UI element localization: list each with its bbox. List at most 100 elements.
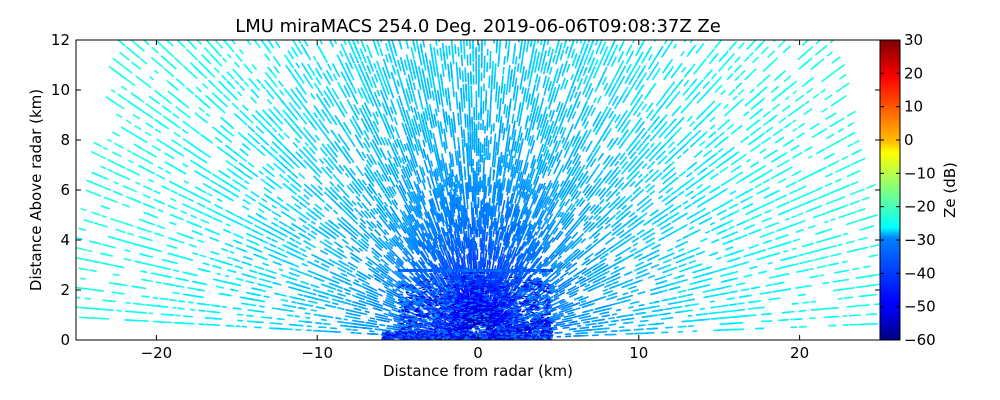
radar-return	[856, 188, 865, 193]
radar-return	[719, 222, 727, 228]
radar-return	[835, 87, 843, 93]
radar-return	[702, 289, 713, 293]
radar-return	[687, 176, 695, 183]
radar-return	[628, 306, 634, 309]
radar-return	[570, 322, 581, 326]
radar-return	[749, 52, 754, 57]
radar-return	[728, 52, 736, 61]
radar-return	[513, 104, 516, 111]
radar-return	[718, 228, 728, 235]
radar-return	[755, 119, 760, 124]
radar-return	[660, 130, 666, 137]
radar-return	[647, 186, 654, 192]
radar-return	[612, 188, 619, 195]
radar-return	[495, 114, 498, 123]
radar-return	[628, 224, 638, 232]
radar-return	[743, 253, 754, 258]
radar-return	[531, 289, 536, 294]
radar-return	[720, 89, 726, 96]
radar-return	[600, 304, 611, 309]
radar-return	[641, 163, 648, 170]
radar-return	[657, 194, 664, 200]
radar-return	[573, 249, 582, 257]
radar-return	[686, 115, 693, 122]
radar-return	[668, 226, 674, 231]
radar-return	[827, 228, 833, 232]
radar-return	[671, 176, 679, 184]
radar-return	[454, 175, 457, 183]
radar-return	[786, 288, 792, 291]
radar-return	[687, 172, 693, 177]
radar-return	[458, 145, 461, 152]
radar-return	[615, 308, 622, 312]
radar-return	[807, 155, 813, 159]
radar-return	[557, 262, 564, 268]
radar-return	[778, 128, 784, 133]
radar-return	[757, 165, 767, 172]
radar-return	[732, 150, 740, 157]
radar-return	[466, 114, 469, 125]
radar-return	[665, 326, 673, 329]
radar-return	[775, 197, 781, 202]
radar-return	[831, 244, 838, 248]
radar-return	[530, 40, 533, 44]
radar-return	[738, 315, 745, 318]
radar-return	[639, 219, 645, 224]
radar-return	[733, 277, 739, 280]
radar-return	[452, 111, 455, 121]
radar-return	[655, 285, 666, 290]
radar-return	[797, 104, 805, 110]
radar-return	[532, 277, 540, 285]
radar-return	[571, 267, 578, 273]
radar-return	[663, 130, 673, 140]
radar-return	[455, 61, 458, 71]
radar-return	[781, 272, 790, 277]
radar-return	[488, 235, 491, 243]
radar-return	[787, 207, 795, 212]
radar-return	[544, 270, 552, 278]
radar-return	[639, 188, 645, 194]
radar-return	[479, 252, 482, 267]
radar-return	[767, 50, 776, 58]
radar-return	[456, 180, 460, 189]
radar-return	[849, 122, 855, 126]
radar-return	[677, 289, 687, 294]
radar-return	[667, 166, 676, 174]
radar-return	[618, 195, 626, 204]
radar-return	[483, 257, 486, 264]
radar-return	[572, 262, 578, 267]
radar-return	[754, 229, 760, 233]
radar-return	[763, 216, 772, 222]
radar-return	[462, 225, 465, 234]
radar-return	[707, 271, 713, 275]
radar-return	[498, 40, 502, 51]
radar-return	[486, 109, 489, 121]
radar-return	[665, 204, 674, 211]
radar-return	[566, 323, 572, 327]
radar-return	[853, 148, 863, 155]
radar-return	[699, 163, 704, 168]
radar-return	[731, 40, 738, 47]
radar-return	[494, 63, 497, 73]
radar-return	[698, 207, 707, 214]
radar-return	[495, 141, 498, 152]
radar-return	[862, 294, 873, 297]
radar-return	[841, 155, 849, 161]
radar-return	[641, 208, 646, 213]
radar-return	[527, 302, 537, 310]
radar-return	[641, 142, 650, 152]
radar-return	[614, 319, 619, 322]
radar-return	[647, 227, 655, 234]
radar-return	[728, 225, 735, 230]
radar-return	[860, 218, 865, 221]
radar-return	[534, 276, 539, 282]
radar-return	[635, 276, 640, 280]
radar-return	[703, 277, 713, 282]
radar-return	[642, 243, 652, 250]
radar-return	[680, 278, 688, 283]
radar-return	[670, 190, 678, 196]
radar-return	[748, 314, 757, 317]
radar-return	[605, 190, 612, 198]
radar-return	[513, 66, 517, 75]
radar-return	[723, 50, 729, 57]
